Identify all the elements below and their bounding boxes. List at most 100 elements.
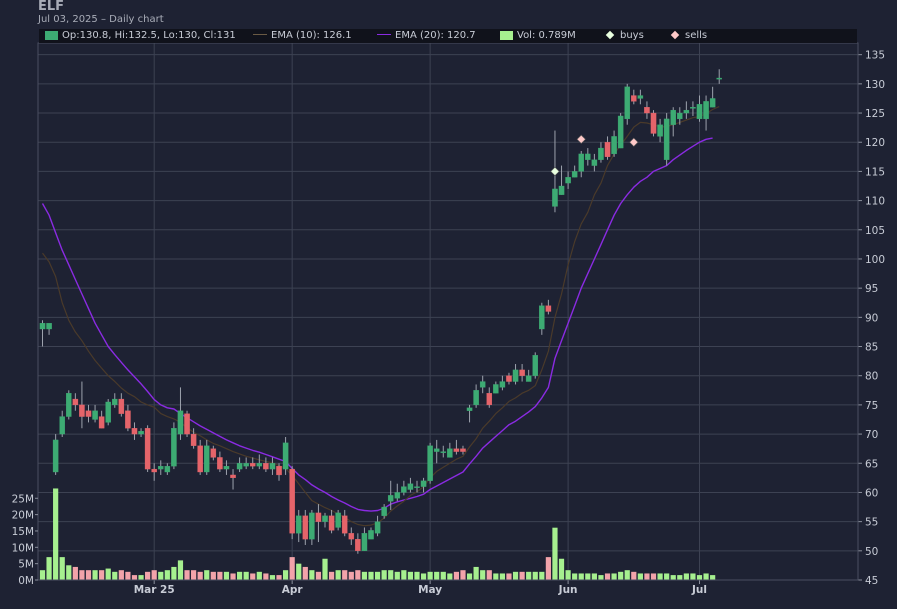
- volume-bar: [53, 488, 59, 580]
- legend-ema10[interactable]: EMA (10): 126.1: [253, 30, 352, 41]
- buy-marker: [550, 166, 560, 177]
- volume-bar: [355, 570, 361, 580]
- volume-bar: [374, 571, 381, 580]
- candle-body: [486, 393, 493, 406]
- candle-body: [644, 107, 650, 114]
- candle-body: [683, 109, 690, 114]
- volume-bar: [696, 575, 703, 580]
- candle-body: [151, 468, 157, 473]
- candle-body: [414, 486, 420, 488]
- candle-body: [703, 101, 709, 120]
- buy-diamond-icon: [605, 30, 615, 40]
- ticker-symbol: ELF: [38, 0, 65, 14]
- candle-body: [604, 142, 611, 157]
- price-tick-label: 55: [865, 517, 878, 529]
- candle-body: [46, 323, 52, 330]
- candle-body: [309, 512, 315, 540]
- candle-body: [663, 118, 670, 160]
- volume-bar: [690, 573, 696, 580]
- volume-bar: [256, 571, 262, 580]
- legend-ema20[interactable]: EMA (20): 120.7: [377, 30, 476, 41]
- volume-bar: [276, 575, 282, 580]
- candle-body: [558, 185, 565, 195]
- volume-bar: [710, 575, 716, 580]
- legend-sells-text: sells: [685, 30, 708, 41]
- volume-bar: [414, 571, 420, 580]
- candle-body: [690, 107, 696, 109]
- legend-volume[interactable]: Vol: 0.789M: [500, 30, 576, 41]
- volume-bar: [204, 570, 210, 580]
- candle-body: [138, 431, 144, 435]
- volume-bar: [177, 560, 184, 580]
- volume-bar: [532, 571, 538, 580]
- sell-diamond-icon: [670, 30, 680, 40]
- volume-bar: [105, 568, 111, 580]
- legend-ohlc[interactable]: Op:130.8, Hi:132.5, Lo:130, Cl:131: [45, 30, 236, 41]
- price-tick-label: 80: [865, 371, 878, 383]
- candle-body: [223, 466, 230, 470]
- price-tick-label: 95: [865, 283, 878, 295]
- candle-body: [493, 384, 499, 394]
- candle-body: [466, 407, 473, 411]
- volume-bar: [342, 570, 348, 580]
- legend-sells[interactable]: sells: [670, 30, 707, 41]
- candle-body: [374, 521, 381, 534]
- price-tick-label: 120: [865, 137, 885, 149]
- candle-body: [263, 463, 269, 470]
- volume-bar: [79, 570, 85, 580]
- candle-body: [512, 369, 519, 382]
- volume-bar: [394, 571, 400, 580]
- volume-bar: [493, 573, 499, 580]
- price-tick-label: 75: [865, 400, 878, 412]
- volume-bar: [565, 570, 571, 580]
- volume-bar: [591, 573, 597, 580]
- candle-body: [184, 413, 190, 435]
- price-tick-label: 130: [865, 79, 885, 91]
- volume-bar: [683, 573, 689, 580]
- price-tick-label: 90: [865, 312, 878, 324]
- volume-bar: [473, 566, 479, 580]
- volume-bar: [125, 571, 131, 580]
- volume-bar: [335, 570, 341, 580]
- candle-body: [387, 495, 394, 502]
- volume-tick-label: 10M: [12, 542, 34, 554]
- candle-body: [66, 393, 72, 417]
- candle-body: [552, 188, 558, 207]
- price-tick-label: 100: [865, 254, 885, 266]
- volume-bar: [210, 571, 216, 580]
- candle-body: [315, 512, 322, 522]
- volume-bar: [578, 573, 584, 580]
- candle-body: [591, 159, 598, 166]
- candle-body: [624, 86, 630, 120]
- volume-bar: [296, 563, 302, 580]
- chart-subtitle: Jul 03, 2025 – Daily chart: [38, 14, 164, 25]
- candle-body: [131, 428, 138, 435]
- ema10-swatch-icon: [253, 33, 267, 35]
- candle-body: [506, 375, 512, 382]
- volume-bar: [315, 571, 322, 580]
- candle-body: [499, 381, 506, 388]
- chart-legend: Op:130.8, Hi:132.5, Lo:130, Cl:131 EMA (…: [39, 29, 857, 43]
- volume-bars: [39, 488, 716, 580]
- price-tick-label: 65: [865, 458, 878, 470]
- candle-body: [420, 480, 427, 487]
- candle-body: [611, 136, 617, 155]
- volume-bar: [650, 573, 657, 580]
- candle-body: [631, 95, 637, 102]
- candle-body: [460, 448, 466, 452]
- ema20-swatch-icon: [377, 33, 391, 35]
- volume-bar: [657, 573, 663, 580]
- volume-bar: [703, 573, 709, 580]
- volume-bar: [85, 570, 92, 580]
- candle-body: [427, 445, 433, 481]
- candle-body: [657, 124, 663, 137]
- candle-body: [39, 323, 46, 330]
- volume-tick-label: 25M: [12, 493, 34, 505]
- candle-body: [158, 466, 164, 470]
- volume-bar: [506, 573, 512, 580]
- candle-body: [98, 416, 105, 429]
- candle-body: [177, 410, 184, 435]
- date-tick-label: Jul: [691, 584, 707, 596]
- legend-buys[interactable]: buys: [605, 30, 644, 41]
